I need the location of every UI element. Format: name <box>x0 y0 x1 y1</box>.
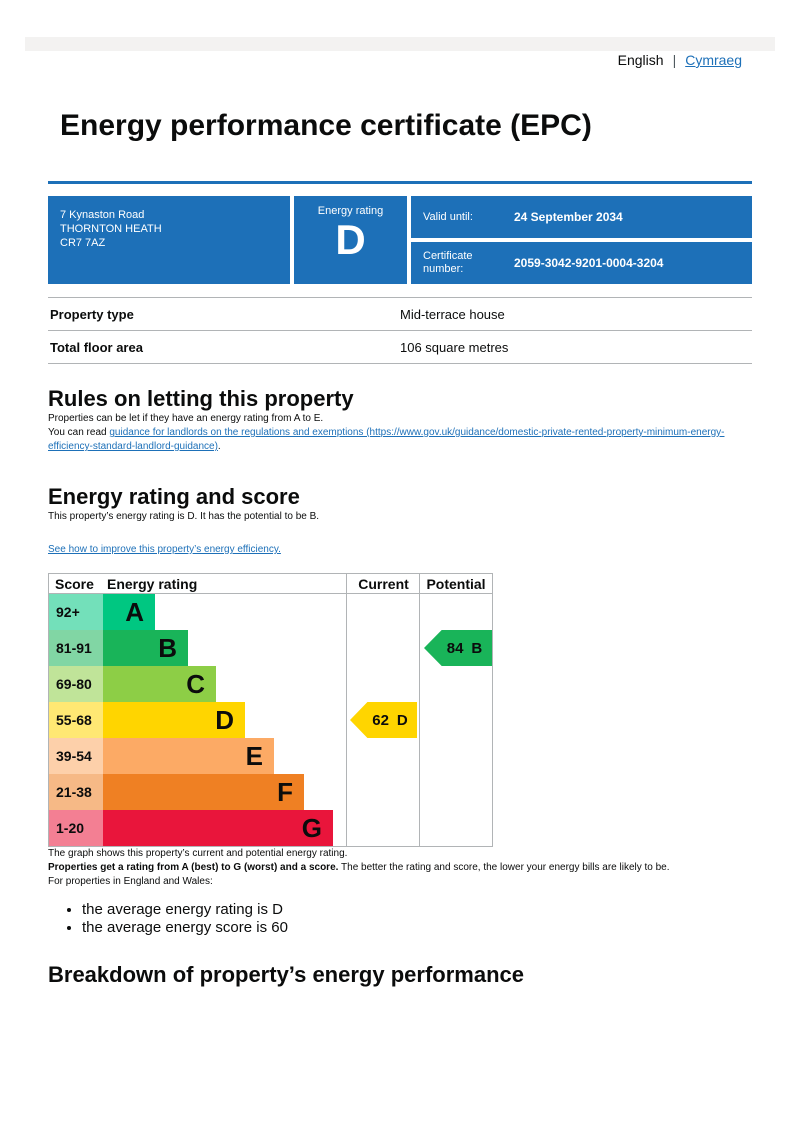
page-title: Energy performance certificate (EPC) <box>60 109 592 142</box>
landlord-guidance-link[interactable]: guidance for landlords on the regulation… <box>48 427 725 452</box>
breakdown-heading: Breakdown of property’s energy performan… <box>48 962 524 987</box>
band-bar: G <box>103 810 333 846</box>
energy-rating-label: Energy rating <box>317 205 384 217</box>
guidance-paragraph: You can read guidance for landlords on t… <box>48 426 748 454</box>
rating-band-row: 92+ A <box>49 594 492 630</box>
chart-header-current: Current <box>358 575 409 592</box>
address-line: THORNTON HEATH <box>60 223 162 235</box>
band-score-cell: 55-68 <box>49 702 103 738</box>
rating-explanation: Properties get a rating from A (best) to… <box>48 861 752 875</box>
average-stats-list: the average energy rating is Dthe averag… <box>48 901 752 936</box>
current-score: 62 <box>372 711 389 729</box>
language-separator: | <box>672 52 677 68</box>
certificate-number-row: Certificate number: 2059-3042-9201-0004-… <box>411 242 752 284</box>
rating-band-row: 21-38 F <box>49 774 492 810</box>
certificate-meta-panel: Valid until: 24 September 2034 Certifica… <box>411 196 752 284</box>
chart-header-row: Score Energy rating Current Potential <box>49 574 492 594</box>
address-line: 7 Kynaston Road <box>60 209 145 221</box>
valid-until-value: 24 September 2034 <box>514 210 623 224</box>
rating-band-row: 39-54 E <box>49 738 492 774</box>
potential-score: 84 <box>446 639 464 657</box>
main-content: Energy performance certificate (EPC) 7 K… <box>0 0 800 988</box>
energy-rating-panel: Energy rating D <box>294 196 407 284</box>
rating-bands: 92+ A 81-91 B 69-80 C 55-68 D 39-54 E 21-38 F 1-20 G <box>49 594 492 846</box>
certificate-number-value: 2059-3042-9201-0004-3204 <box>514 256 664 270</box>
band-score-cell: 69-80 <box>49 666 103 702</box>
potential-column-separator <box>419 574 420 846</box>
band-bar: C <box>103 666 216 702</box>
band-bar: A <box>103 594 155 630</box>
list-item: the average energy rating is D <box>82 901 752 918</box>
band-score-cell: 21-38 <box>49 774 103 810</box>
address-line: CR7 7AZ <box>60 237 106 249</box>
regional-intro: For properties in England and Wales: <box>48 876 213 887</box>
detail-label: Property type <box>50 307 134 322</box>
current-letter: D <box>396 711 408 729</box>
detail-value: Mid-terrace house <box>400 307 505 322</box>
rating-band-row: 69-80 C <box>49 666 492 702</box>
epc-rating-chart: Score Energy rating Current Potential 92… <box>48 573 493 847</box>
rating-band-row: 55-68 D <box>49 702 492 738</box>
band-score-cell: 92+ <box>49 594 103 630</box>
top-grey-bar <box>25 37 775 51</box>
detail-label: Total floor area <box>50 340 143 355</box>
certificate-number-label: Certificate number: <box>423 250 473 275</box>
potential-letter: B <box>471 639 483 657</box>
band-score-cell: 1-20 <box>49 810 103 846</box>
rating-explanation-rest: The better the rating and score, the low… <box>338 862 670 873</box>
property-details-table: Property type Mid-terrace house Total floo… <box>48 297 752 364</box>
rating-band-row: 1-20 G <box>49 810 492 846</box>
language-current: English <box>617 52 664 68</box>
chart-header-rating: Energy rating <box>107 575 198 592</box>
improve-efficiency-link[interactable]: See how to improve this property’s energ… <box>48 544 281 555</box>
rating-summary-text: This property’s energy rating is D. It h… <box>48 511 320 522</box>
band-bar: B <box>103 630 188 666</box>
language-link-cymraeg[interactable]: Cymraeg <box>685 52 742 68</box>
chart-caption: The graph shows this property’s current … <box>48 848 348 859</box>
band-bar: D <box>103 702 245 738</box>
band-bar: E <box>103 738 274 774</box>
band-score-cell: 39-54 <box>49 738 103 774</box>
energy-rating-value: D <box>335 216 366 263</box>
chart-header-score: Score <box>55 575 94 592</box>
band-bar: F <box>103 774 304 810</box>
blue-divider <box>48 181 752 184</box>
list-item: the average energy score is 60 <box>82 919 752 936</box>
current-column-separator <box>346 574 347 846</box>
chart-header-potential: Potential <box>426 575 486 592</box>
language-switcher: English | Cymraeg <box>618 52 742 68</box>
guidance-text-prefix: You can read <box>48 427 110 438</box>
rules-paragraph: Properties can be let if they have an en… <box>48 413 324 424</box>
valid-until-row: Valid until: 24 September 2034 <box>411 196 752 238</box>
table-row: Total floor area 106 square metres <box>48 331 752 364</box>
band-score-cell: 81-91 <box>49 630 103 666</box>
guidance-text-suffix: . <box>217 441 221 452</box>
certificate-summary-box: 7 Kynaston Road THORNTON HEATH CR7 7AZ Ene… <box>48 196 752 284</box>
rating-score-heading: Energy rating and score <box>48 484 300 509</box>
rating-explanation-bold: Properties get a rating from A (best) to… <box>48 862 339 873</box>
table-row: Property type Mid-terrace house <box>48 297 752 331</box>
property-address: 7 Kynaston Road THORNTON HEATH CR7 7AZ <box>48 196 290 284</box>
detail-value: 106 square metres <box>400 340 509 355</box>
rating-band-row: 81-91 B <box>49 630 492 666</box>
valid-until-label: Valid until: <box>423 210 473 223</box>
rules-heading: Rules on letting this property <box>48 386 354 411</box>
